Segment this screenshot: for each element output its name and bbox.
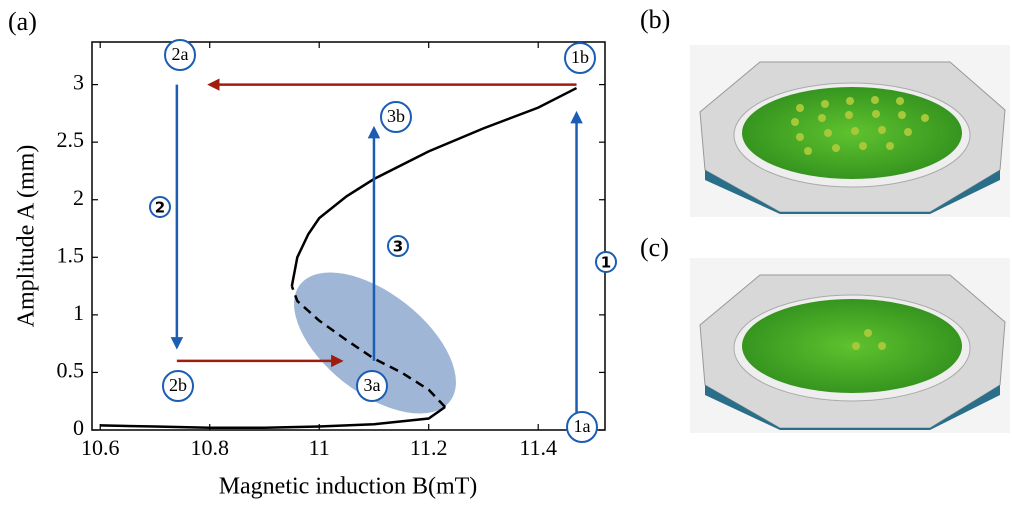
state-label: 1b: [564, 42, 596, 74]
x-tick-label: 10.8: [190, 435, 229, 460]
panel-label: (a): [8, 7, 37, 36]
step-text: 1: [601, 254, 611, 272]
y-tick-label: 2: [73, 185, 84, 210]
state-label: 3b: [380, 101, 412, 133]
x-axis-label: Magnetic induction B(mT): [219, 474, 478, 500]
step-label: 2: [149, 196, 171, 218]
state-text: 1a: [574, 416, 591, 436]
state-label: 2a: [164, 39, 196, 71]
step-text: 2: [155, 199, 165, 217]
state-text: 3b: [387, 106, 405, 126]
y-tick-label: 0: [73, 415, 84, 440]
plot-area: 10.6 10.8 11 11.2 11.4 0 0.5 1 1.5 2 2.5 3: [57, 42, 605, 460]
y-tick-label: 0.5: [57, 357, 85, 382]
state-text: 1b: [571, 47, 589, 67]
y-tick-label: 1: [73, 300, 84, 325]
state-text: 3a: [364, 375, 381, 395]
pattern-image-c: [690, 258, 1010, 433]
state-label: 3a: [356, 370, 388, 402]
step-text: 3: [393, 238, 403, 256]
x-tick-label: 11.4: [519, 435, 557, 460]
pattern-image-b: [690, 45, 1010, 217]
x-tick-label: 10.6: [81, 435, 120, 460]
x-tick-label: 11: [309, 435, 330, 460]
state-text: 2a: [172, 44, 189, 64]
response-curve: [290, 86, 578, 287]
state-label: 1a: [566, 411, 598, 443]
x-tick-label: 11.2: [410, 435, 448, 460]
panel-label: (b): [640, 5, 670, 34]
y-tick-label: 2.5: [57, 127, 85, 152]
panel-label: (c): [640, 233, 669, 262]
y-axis-label: Amplitude A (mm): [14, 145, 40, 328]
state-text: 2b: [169, 375, 187, 395]
plot-frame: [91, 41, 606, 431]
y-tick-label: 1.5: [57, 242, 85, 267]
state-label: 2b: [162, 370, 194, 402]
step-label: 3: [387, 235, 409, 257]
annotations: 1a 1b 2a 2b 3a 3b 1 2 3: [149, 39, 617, 443]
y-tick-label: 3: [73, 70, 84, 95]
step-label: 1: [595, 251, 617, 273]
response-curve: [100, 405, 446, 429]
